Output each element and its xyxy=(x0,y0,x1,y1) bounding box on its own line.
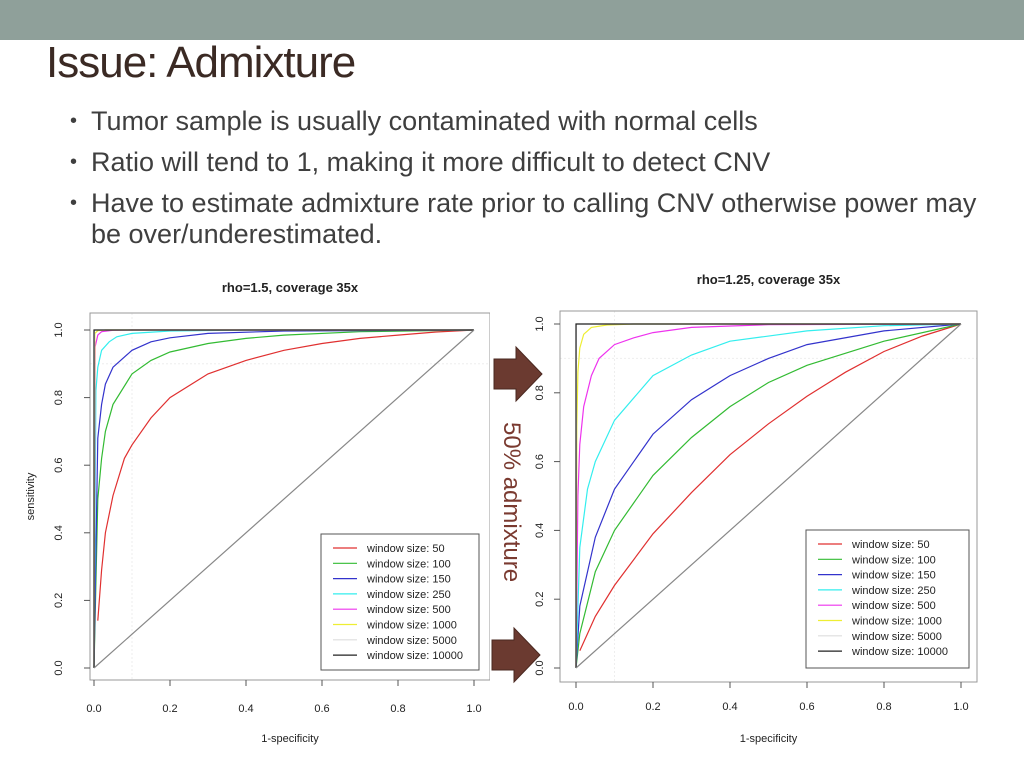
series-line xyxy=(93,329,474,668)
chart-svg: rho=1.25, coverage 35x 0.0 0.2 0.4 0.6 0.8 1.0… xyxy=(534,272,978,745)
y-tick-label: 0.8 xyxy=(53,390,65,405)
series-line xyxy=(93,329,475,669)
bullet-item: Have to estimate admixture rate prior to… xyxy=(70,188,990,250)
legend-label: window size: 10000 xyxy=(366,650,463,662)
legend-label: window size: 150 xyxy=(366,574,451,586)
x-tick-label: 1.0 xyxy=(466,703,481,715)
series-line xyxy=(575,323,961,668)
roc-chart-right: rho=1.25, coverage 35x 0.0 0.2 0.4 0.6 0.8 1.0… xyxy=(505,262,995,754)
bullet-item: Ratio will tend to 1, making it more dif… xyxy=(70,147,990,178)
legend-label: window size: 500 xyxy=(851,600,936,612)
series-line xyxy=(575,323,962,669)
right-arrow-icon xyxy=(493,345,543,403)
legend-label: window size: 250 xyxy=(366,589,451,601)
series-line xyxy=(575,323,962,669)
x-axis-label: 1-specificity xyxy=(740,733,798,745)
chart-svg: rho=1.5, coverage 35x 0.0 0.2 0.4 0.6 0.8 1.0 0… xyxy=(25,280,490,745)
x-tick-label: 0.0 xyxy=(86,703,101,715)
legend-label: window size: 1000 xyxy=(366,620,457,632)
legend-label: window size: 500 xyxy=(366,604,451,616)
legend-label: window size: 10000 xyxy=(851,646,948,658)
right-arrow-icon xyxy=(491,626,541,684)
top-bar xyxy=(0,0,1024,40)
legend-label: window size: 50 xyxy=(851,539,930,551)
series-line xyxy=(579,323,962,652)
x-tick-label: 0.2 xyxy=(162,703,177,715)
plot-frame xyxy=(89,312,490,681)
y-tick-label: 0.2 xyxy=(534,592,546,607)
admixture-label: 50% admixture xyxy=(498,422,525,583)
y-tick-label: 1.0 xyxy=(53,322,65,337)
x-tick-label: 0.4 xyxy=(722,701,737,713)
legend-box xyxy=(805,529,970,669)
legend: window size: 50 window size: 100 window si… xyxy=(805,529,970,669)
y-tick-label: 0.6 xyxy=(53,458,65,473)
y-tick-label: 0.2 xyxy=(53,593,65,608)
legend-box xyxy=(320,533,480,671)
y-axis-label: sensitivity xyxy=(25,472,37,520)
series-line xyxy=(97,329,475,621)
x-tick-label: 0.2 xyxy=(645,701,660,713)
legend-label: window size: 50 xyxy=(366,543,445,555)
legend: window size: 50 window size: 100 window si… xyxy=(320,533,480,671)
chart-title: rho=1.5, coverage 35x xyxy=(222,280,359,295)
x-tick-label: 0.8 xyxy=(876,701,891,713)
x-tick-label: 0.6 xyxy=(799,701,814,713)
slide-title: Issue: Admixture xyxy=(46,38,356,87)
legend-label: window size: 250 xyxy=(851,585,936,597)
x-tick-label: 0.6 xyxy=(314,703,329,715)
series-line xyxy=(575,323,962,669)
bullet-list: Tumor sample is usually contaminated wit… xyxy=(70,106,990,254)
roc-chart-left: rho=1.5, coverage 35x 0.0 0.2 0.4 0.6 0.8 1.0 0… xyxy=(20,266,490,754)
x-tick-label: 0.4 xyxy=(238,703,253,715)
legend-label: window size: 5000 xyxy=(366,635,457,647)
chart-title: rho=1.25, coverage 35x xyxy=(697,272,841,287)
legend-label: window size: 100 xyxy=(851,554,936,566)
series-line xyxy=(575,323,962,669)
series-line xyxy=(575,323,962,669)
legend-label: window size: 100 xyxy=(366,558,451,570)
legend-label: window size: 5000 xyxy=(851,631,942,643)
y-tick-label: 0.6 xyxy=(534,454,546,469)
y-tick-label: 0.4 xyxy=(53,525,65,540)
series-line xyxy=(93,329,475,669)
series-line xyxy=(93,329,475,669)
bullet-item: Tumor sample is usually contaminated wit… xyxy=(70,106,990,137)
x-axis-label: 1-specificity xyxy=(261,733,319,745)
x-tick-label: 0.0 xyxy=(568,701,583,713)
y-tick-label: 1.0 xyxy=(534,316,546,331)
y-tick-label: 0.0 xyxy=(53,660,65,675)
legend-label: window size: 1000 xyxy=(851,616,942,628)
x-tick-label: 1.0 xyxy=(953,701,968,713)
x-tick-label: 0.8 xyxy=(390,703,405,715)
plot-frame xyxy=(559,310,978,683)
y-tick-label: 0.0 xyxy=(534,660,546,675)
legend-label: window size: 150 xyxy=(851,570,936,582)
y-tick-label: 0.8 xyxy=(534,385,546,400)
y-tick-label: 0.4 xyxy=(534,523,546,538)
